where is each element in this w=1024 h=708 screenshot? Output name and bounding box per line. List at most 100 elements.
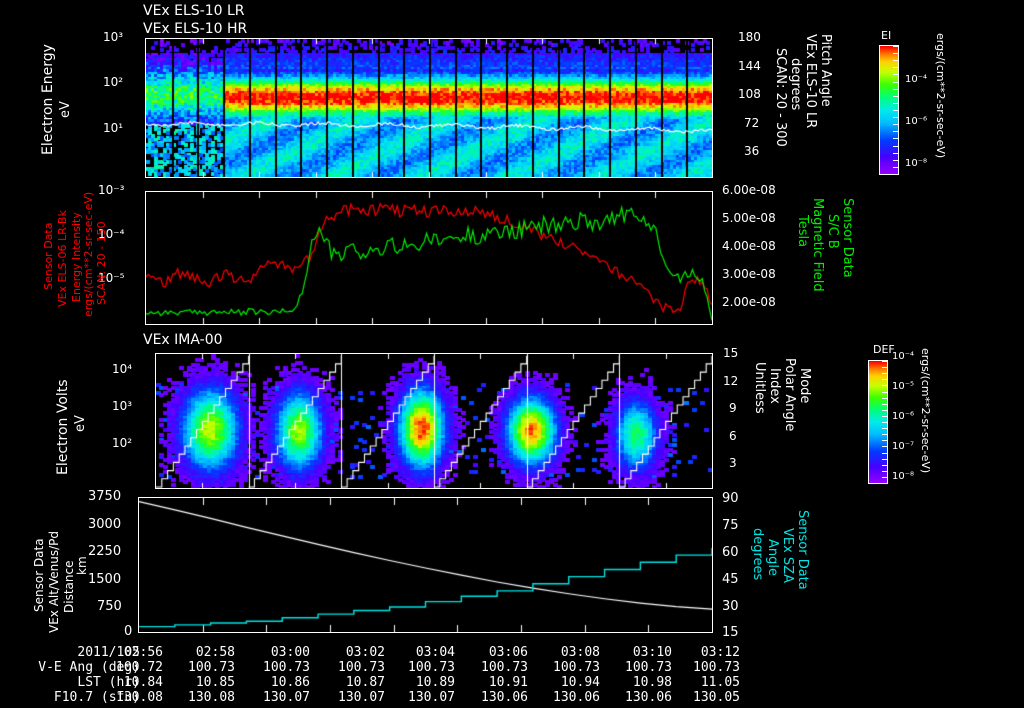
panel3-right-ytick-3: 6 (729, 429, 737, 443)
panel3-canvas (156, 354, 712, 488)
footer-cell-f107-0: 130.08 (116, 690, 163, 705)
footer-cell-ve_ang-4: 100.73 (408, 660, 455, 675)
colorbar1-canvas (880, 46, 898, 174)
colorbar2-units: ergs/(cm**2-sr-sec-eV) (919, 348, 932, 474)
footer-cell-lst-4: 10.89 (415, 675, 455, 690)
colorbar-tick (893, 96, 898, 97)
panel3-right-ytick-1: 12 (723, 374, 739, 388)
panel2-right-label-tesla: Tesla (795, 215, 810, 248)
panel4-ytick-1: 3000 (88, 517, 122, 532)
colorbar-tick (893, 146, 898, 147)
panel2-ytick-1: 10⁻⁴ (98, 227, 125, 241)
colorbar-tick (882, 379, 887, 380)
colorbar2-tick-4: 10⁻⁸ (892, 471, 915, 482)
colorbar-tick (893, 89, 898, 90)
colorbar1-tick-1: 10⁻⁶ (905, 116, 928, 127)
panel1-right-ytick-2: 108 (738, 87, 761, 101)
colorbar-tick (893, 124, 898, 125)
panel1-right-ytick-4: 36 (744, 144, 760, 158)
colorbar-tick (882, 410, 887, 411)
colorbar-tick (882, 465, 887, 466)
footer-cell-times-8: 03:12 (700, 645, 740, 660)
panel4-ytick-3: 1500 (88, 572, 122, 587)
panel1-title-hr: VEx ELS-10 HR (143, 21, 248, 37)
colorbar-tick (882, 404, 887, 405)
footer-cell-f107-5: 130.06 (481, 690, 528, 705)
panel3-right-label-mode: Mode (797, 368, 812, 404)
colorbar2-tick-1: 10⁻⁵ (892, 381, 915, 392)
colorbar-tick (882, 428, 887, 429)
panel4-right-label-angle: Angle (765, 539, 780, 576)
footer-cell-f107-7: 130.06 (625, 690, 672, 705)
panel2-right-label-sc-b: S/C B (825, 214, 840, 249)
panel1-yaxis-units: eV (58, 101, 73, 118)
panel3-title: VEx IMA-00 (143, 332, 223, 348)
colorbar-tick (893, 131, 898, 132)
panel4-right-label-vex-sza: VEx SZA (780, 528, 795, 583)
colorbar-tick (893, 82, 898, 83)
panel2-left-label-sensor-data: Sensor Data (42, 222, 55, 290)
panel1-canvas (146, 39, 712, 177)
footer-row-label-0: 2011/105 (77, 645, 140, 660)
panel2-lineplot[interactable] (145, 191, 713, 325)
colorbar-tick (893, 153, 898, 154)
panel3-right-label-unitless: Unitless (752, 362, 767, 414)
footer-cell-lst-0: 10.84 (123, 675, 163, 690)
colorbar-tick (893, 60, 898, 61)
footer-cell-lst-5: 10.91 (488, 675, 528, 690)
panel4-right-ytick-2: 60 (722, 545, 739, 560)
footer-cell-ve_ang-7: 100.73 (625, 660, 672, 675)
panel1-ytick-1: 10² (103, 75, 124, 89)
panel4-ytick-0: 3750 (88, 489, 122, 504)
colorbar-tick (882, 385, 887, 386)
footer-row-label-2: LST (hr) (77, 675, 140, 690)
panel2-left-label-scan: SCAN: 20 - 150 (95, 221, 108, 305)
panel1-title-lr: VEx ELS-10 LR (143, 3, 245, 19)
panel1-yaxis-label: Electron Energy (40, 44, 56, 155)
colorbar-tick (893, 74, 898, 75)
footer-cell-f107-6: 130.06 (553, 690, 600, 705)
footer-cell-lst-2: 10.86 (270, 675, 310, 690)
footer-cell-lst-6: 10.94 (560, 675, 600, 690)
panel4-left-label-km: km (75, 556, 89, 575)
panel3-right-ytick-2: 9 (729, 401, 737, 415)
colorbar1-tick-0: 10⁻⁴ (905, 74, 928, 85)
footer-cell-lst-8: 11.05 (700, 675, 740, 690)
panel2-right-label-magnetic-field: Magnetic Field (810, 198, 825, 292)
colorbar-tick (893, 53, 898, 54)
colorbar2-canvas (869, 361, 887, 483)
panel4-lineplot[interactable] (138, 497, 713, 633)
footer-cell-times-5: 03:06 (488, 645, 528, 660)
panel1-right-label-instrument: VEx ELS-10 LR (803, 34, 818, 129)
panel1-ytick-2: 10¹ (103, 121, 124, 135)
footer-cell-lst-1: 10.85 (195, 675, 235, 690)
panel4-right-label-degrees: degrees (750, 528, 765, 581)
panel1-spectrogram[interactable] (145, 38, 713, 178)
colorbar-tick (882, 416, 887, 417)
colorbar2 (868, 360, 888, 484)
panel3-spectrogram[interactable] (155, 353, 713, 489)
colorbar-tick (882, 422, 887, 423)
footer-cell-times-4: 03:04 (415, 645, 455, 660)
panel2-left-label-instrument: VEx ELS-06 LR-Bk (56, 210, 69, 307)
colorbar1 (879, 45, 899, 175)
footer-cell-times-6: 03:08 (560, 645, 600, 660)
panel1-right-label-scan: SCAN: 20 - 300 (773, 48, 788, 147)
colorbar-tick (893, 160, 898, 161)
panel2-ytick-2: 10⁻⁵ (98, 271, 125, 285)
panel1-ytick-0: 10³ (103, 30, 124, 44)
colorbar-tick (893, 174, 898, 175)
colorbar1-units: ergs/(cm**2-sr-sec-eV) (934, 33, 947, 159)
panel1-right-label-pitch-angle: Pitch Angle (818, 34, 833, 107)
panel2-right-ytick-0: 6.00e-08 (722, 183, 776, 197)
colorbar-tick (882, 398, 887, 399)
footer-cell-f107-4: 130.07 (408, 690, 455, 705)
panel3-right-ytick-4: 3 (729, 456, 737, 470)
footer-cell-ve_ang-5: 100.73 (481, 660, 528, 675)
panel1-right-ytick-1: 144 (738, 59, 761, 73)
panel2-right-ytick-1: 5.00e-08 (722, 211, 776, 225)
colorbar-tick (893, 167, 898, 168)
panel3-ytick-1: 10³ (112, 399, 133, 413)
colorbar-tick (882, 446, 887, 447)
panel2-right-label-sensor-data: Sensor Data (840, 198, 855, 278)
